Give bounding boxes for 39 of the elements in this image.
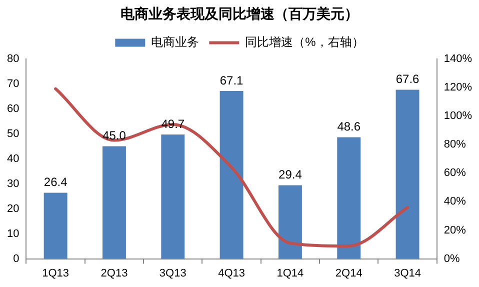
legend-label: 同比增速（%，右轴） bbox=[245, 35, 364, 50]
x-tick-label: 1Q14 bbox=[276, 267, 304, 280]
data-label: 26.4 bbox=[44, 175, 68, 190]
y2-tick-label: 80% bbox=[444, 138, 466, 151]
y2-tick-label: 140% bbox=[444, 52, 472, 65]
x-tick-label: 3Q14 bbox=[394, 267, 421, 280]
y-tick-label: 80 bbox=[6, 52, 20, 65]
chart-title: 电商业务表现及同比增速（百万美元） bbox=[120, 5, 358, 22]
x-tick-label: 4Q13 bbox=[218, 267, 246, 280]
y-tick-label: 50 bbox=[6, 128, 20, 140]
y-tick-label: 40 bbox=[6, 152, 20, 165]
bar bbox=[337, 137, 361, 259]
y2-tick-label: 60% bbox=[444, 167, 466, 180]
y2-tick-label: 100% bbox=[444, 110, 472, 122]
bar bbox=[278, 185, 302, 259]
y2-tick-label: 120% bbox=[444, 81, 472, 94]
y2-tick-label: 0% bbox=[444, 252, 460, 265]
bar bbox=[396, 90, 420, 259]
legend-label: 电商业务 bbox=[151, 35, 200, 50]
y2-tick-label: 20% bbox=[444, 224, 466, 236]
bar bbox=[220, 91, 244, 259]
y-tick-label: 60 bbox=[6, 102, 20, 115]
y-tick-label: 30 bbox=[6, 178, 20, 190]
x-tick-label: 2Q13 bbox=[100, 267, 128, 280]
y-tick-label: 0 bbox=[13, 252, 20, 265]
x-tick-label: 2Q14 bbox=[335, 267, 362, 280]
y-tick-label: 10 bbox=[6, 228, 20, 240]
x-tick-label: 1Q13 bbox=[42, 267, 70, 280]
bar bbox=[161, 134, 185, 259]
bar bbox=[102, 146, 126, 259]
bar bbox=[44, 192, 68, 259]
data-label: 29.4 bbox=[278, 168, 302, 182]
data-label: 48.6 bbox=[337, 120, 361, 134]
x-tick-label: 3Q13 bbox=[159, 267, 186, 280]
y-tick-label: 70 bbox=[6, 78, 20, 90]
y-tick-label: 20 bbox=[6, 202, 20, 215]
data-label: 67.6 bbox=[396, 72, 420, 86]
data-label: 67.1 bbox=[220, 73, 244, 88]
y2-tick-label: 40% bbox=[444, 196, 466, 208]
